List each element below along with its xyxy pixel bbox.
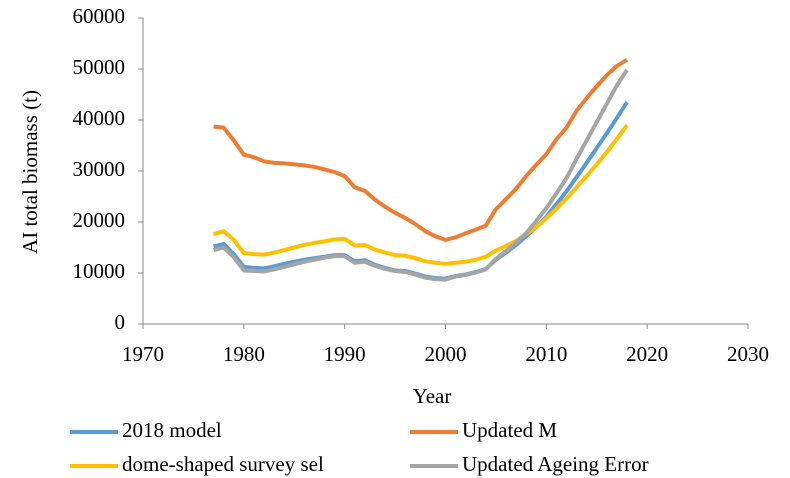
x-tick-label: 2010 bbox=[525, 342, 567, 366]
x-axis-title: Year bbox=[413, 384, 452, 408]
x-tick-label: 1970 bbox=[122, 342, 164, 366]
legend-label: Updated M bbox=[462, 418, 557, 442]
y-tick-label: 40000 bbox=[73, 106, 126, 130]
series-line bbox=[213, 58, 629, 242]
x-tick-label: 2030 bbox=[727, 342, 769, 366]
y-tick-label: 60000 bbox=[73, 4, 126, 28]
y-tick-label: 30000 bbox=[73, 157, 126, 181]
series-line bbox=[213, 68, 629, 282]
x-tick-label: 1980 bbox=[223, 342, 265, 366]
x-tick-label: 2020 bbox=[626, 342, 668, 366]
y-tick-label: 10000 bbox=[73, 259, 126, 283]
legend-label: dome-shaped survey sel bbox=[122, 452, 324, 476]
legend-label: Updated Ageing Error bbox=[462, 452, 649, 476]
series-line bbox=[212, 123, 629, 266]
y-axis-title: AI total biomass (t) bbox=[18, 90, 42, 254]
x-tick-label: 2000 bbox=[425, 342, 467, 366]
y-tick-label: 0 bbox=[115, 310, 126, 334]
y-tick-label: 20000 bbox=[73, 208, 126, 232]
legend-label: 2018 model bbox=[122, 418, 222, 442]
x-tick-label: 1990 bbox=[324, 342, 366, 366]
y-tick-label: 50000 bbox=[73, 55, 126, 79]
